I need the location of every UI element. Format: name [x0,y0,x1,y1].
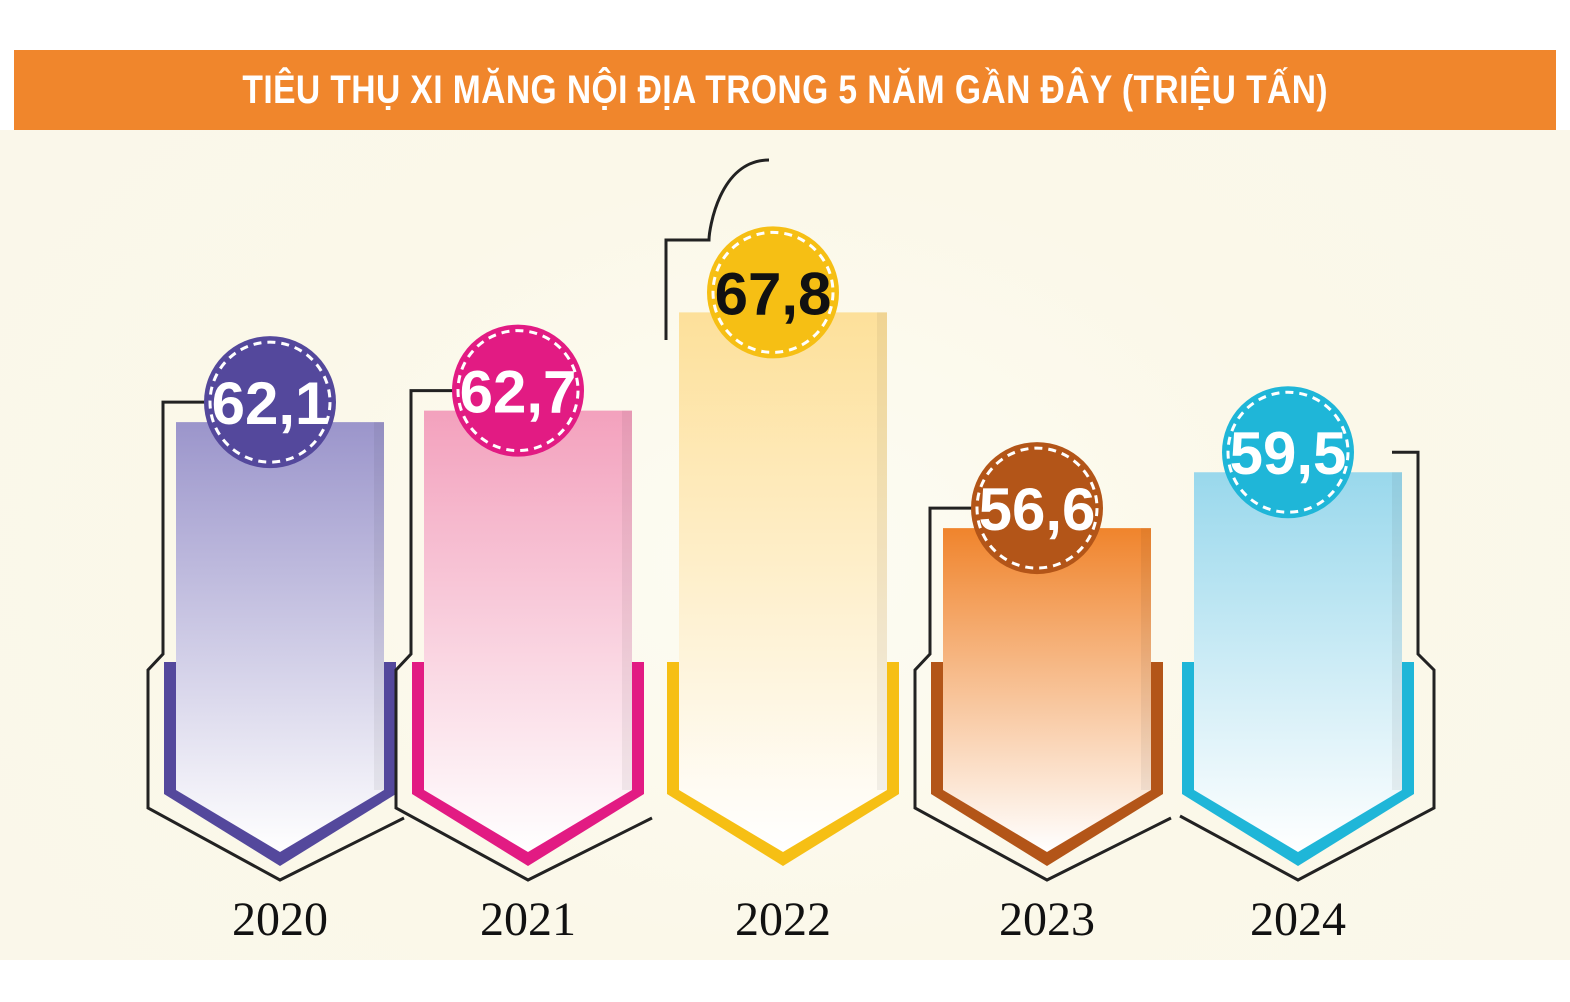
title-bar: TIÊU THỤ XI MĂNG NỘI ĐỊA TRONG 5 NĂM GẦN… [14,50,1556,130]
bar-2023 [943,528,1151,852]
value-badge-dashed-ring [208,340,332,464]
bar-group-2021: 62,7 2021 [394,324,653,946]
bar-frame-line [664,158,770,340]
bar-frame-line [146,400,405,882]
chart-title: TIÊU THỤ XI MĂNG NỘI ĐỊA TRONG 5 NĂM GẦN… [242,67,1328,112]
value-badge-dashed-ring [456,329,580,453]
value-badge-dashed-ring [975,446,1099,570]
bar-frame-line [1179,450,1436,882]
bars-layer: 62,1 2020 62,7 2021 67,8 2022 56,6 2023 59,5 2024 [146,158,1436,946]
bar-2020 [176,422,384,852]
value-label-2022: 67,8 [715,260,832,327]
bar-edge-shade [877,312,887,790]
x-tick-label-2020: 2020 [232,893,328,946]
bar-2022 [679,312,887,852]
x-tick-label-2021: 2021 [480,893,576,946]
bar-edge-shade [1141,528,1151,790]
bar-group-2020: 62,1 2020 [146,336,405,946]
bar-group-2024: 59,5 2024 [1179,386,1436,946]
bar-group-2022: 67,8 2022 [664,158,899,946]
value-badge [452,324,584,457]
bar-2021 [424,410,632,852]
x-tick-label-2023: 2023 [999,893,1095,946]
value-badge-dashed-ring [1226,390,1350,514]
bar-edge-shade [622,410,632,790]
x-tick-label-2022: 2022 [735,893,831,946]
value-label-2023: 56,6 [979,476,1096,543]
value-label-2024: 59,5 [1230,420,1347,487]
value-badge [971,442,1103,575]
value-badge-dashed-ring [711,230,835,354]
bar-edge-shade [1392,472,1402,790]
value-badge [1222,386,1354,519]
bar-2024 [1194,472,1402,852]
bar-edge-shade [374,422,384,790]
bar-group-2023: 56,6 2023 [913,442,1172,946]
bar-frame-line [394,389,653,882]
value-label-2021: 62,7 [460,359,577,426]
bar-frame-line [913,506,1172,882]
value-badge [204,336,336,469]
x-tick-label-2024: 2024 [1250,893,1346,946]
value-label-2020: 62,1 [212,370,329,437]
value-badge [707,226,839,359]
